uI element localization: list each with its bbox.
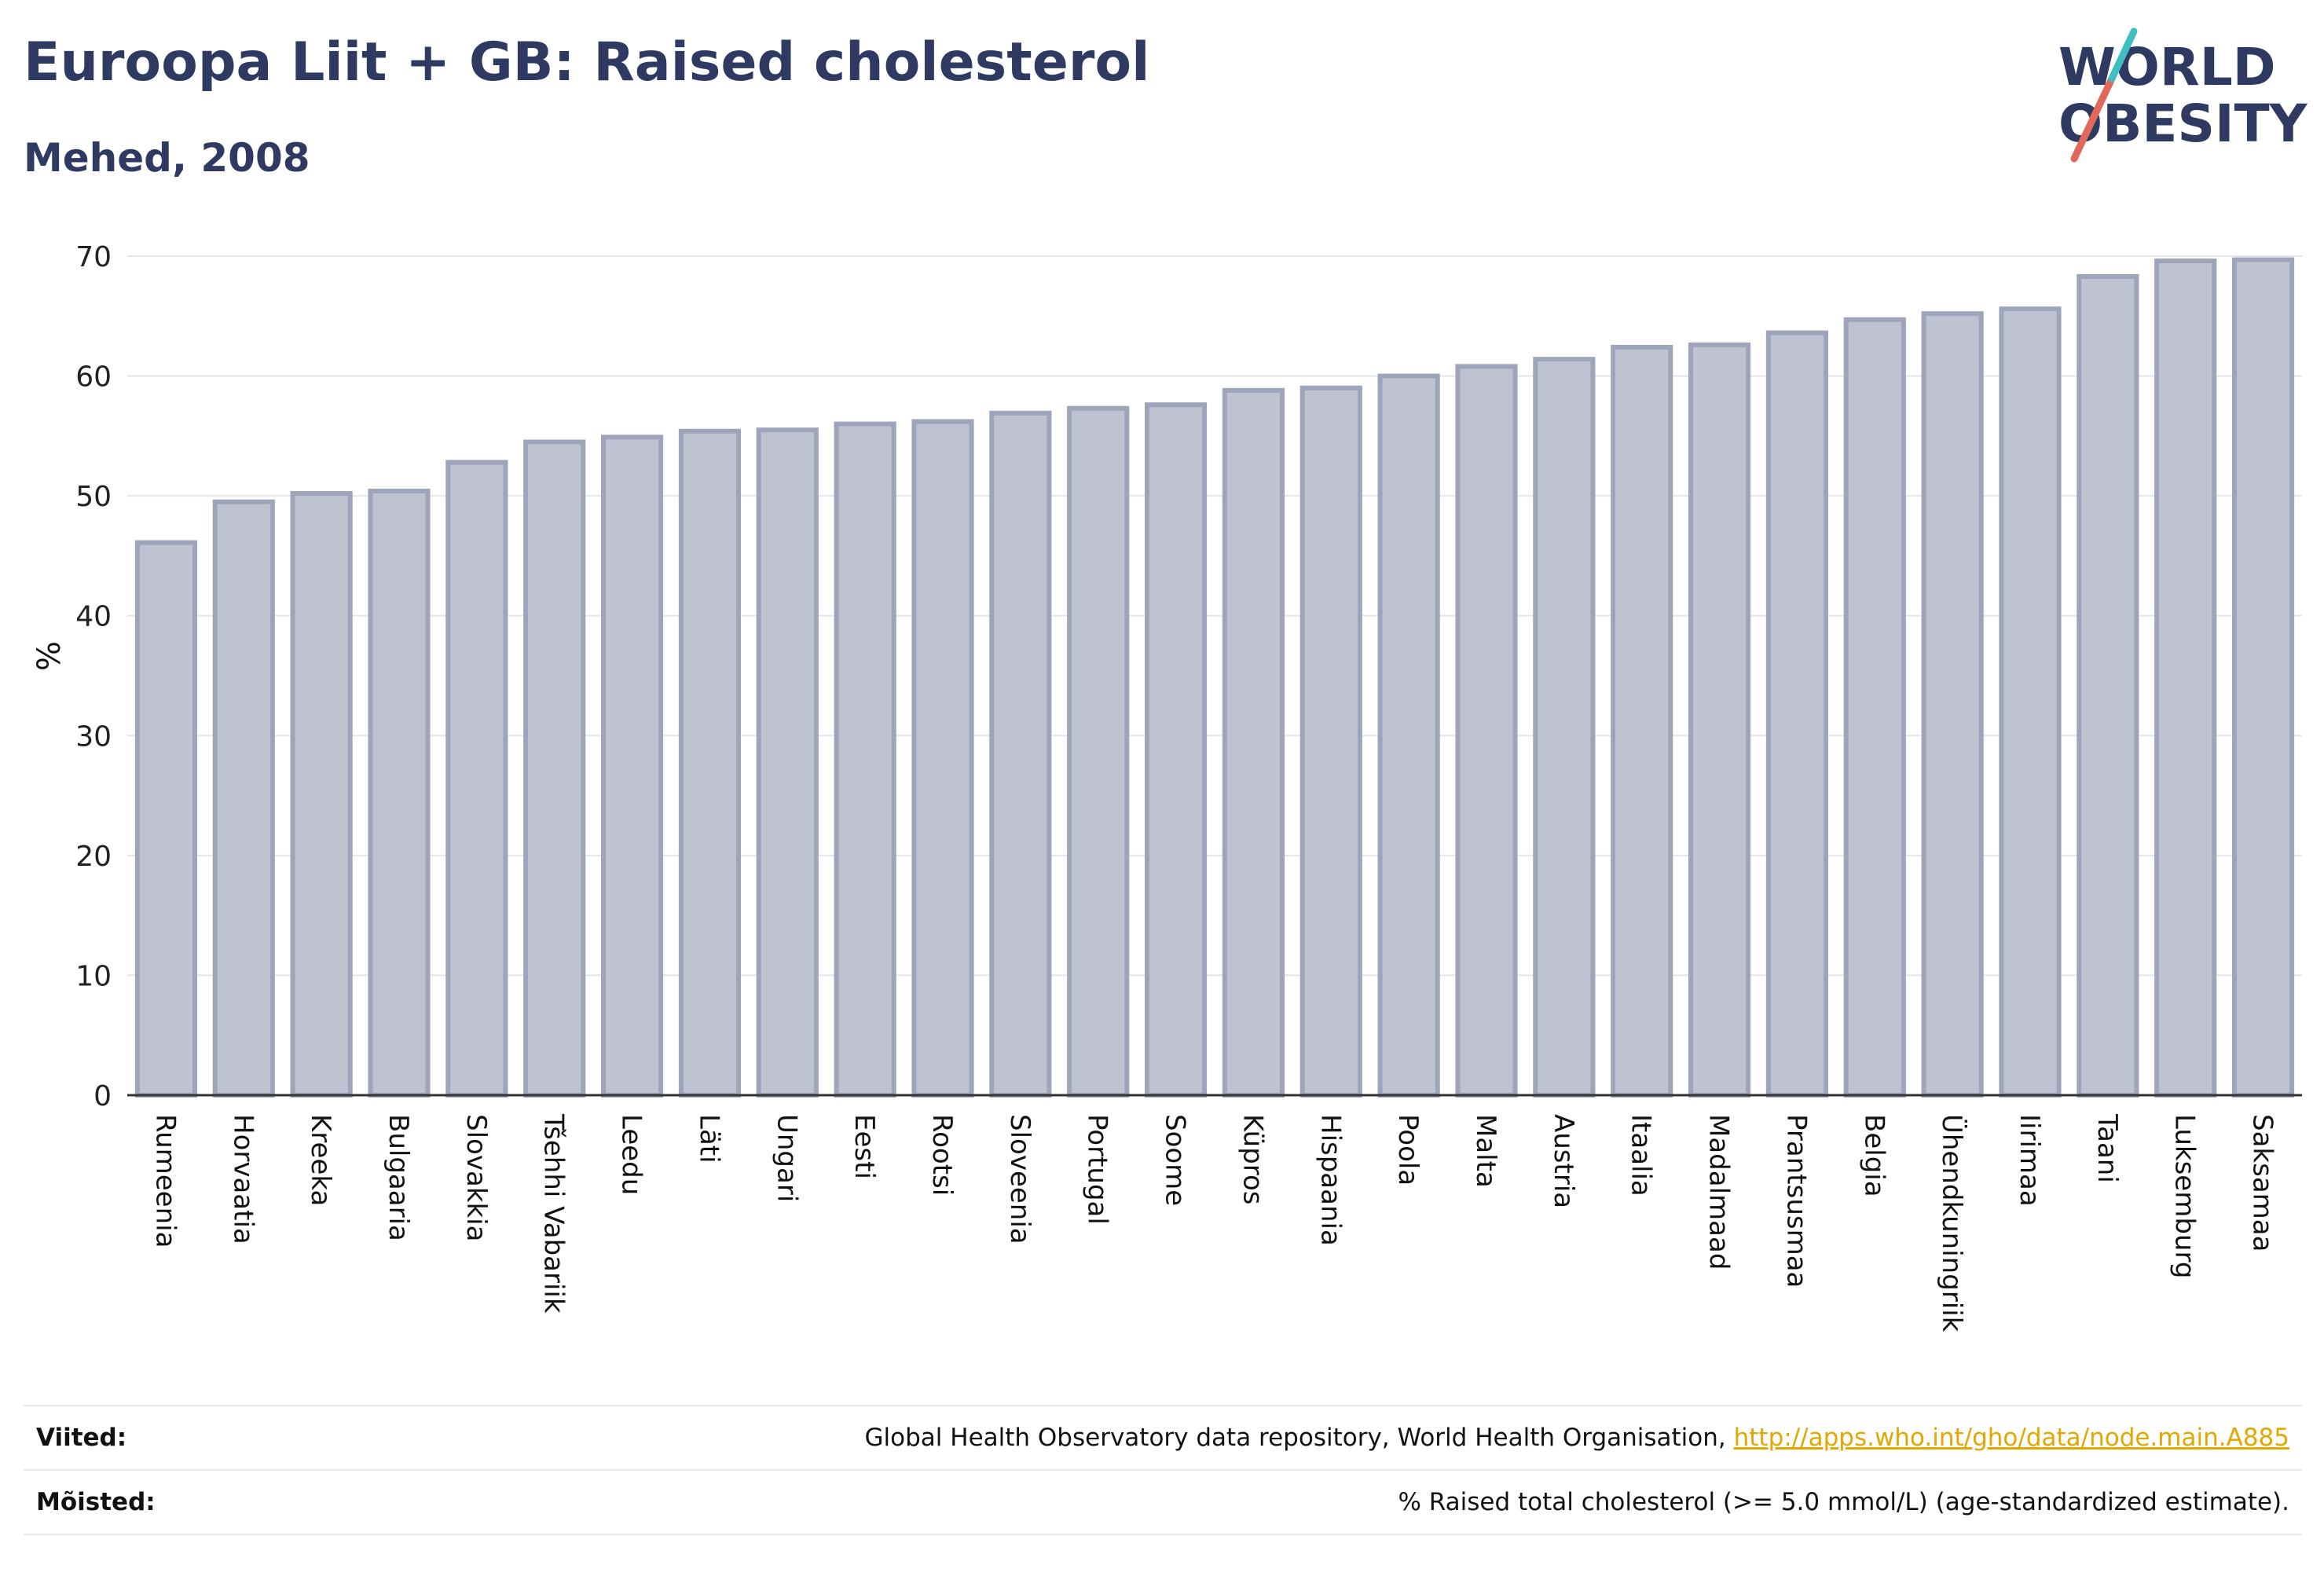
bars [134,257,2295,1098]
y-tick-label: 70 [75,241,112,273]
definitions-label: Mõisted: [36,1488,156,1516]
bar [1455,364,1518,1098]
x-tick-label: Bulgaaria [383,1114,414,1241]
x-tick-label: Hispaania [1314,1114,1346,1246]
x-tick-label: Itaalia [1626,1114,1657,1197]
bar [2154,258,2217,1098]
x-tick-label: Tšehhi Vabariik [538,1113,570,1314]
bar [1921,311,1984,1098]
bar [2077,273,2139,1098]
x-tick-label: Poola [1392,1114,1424,1186]
bar [1144,402,1208,1098]
bar [989,410,1052,1098]
bar [600,434,664,1098]
y-tick-label: 50 [75,481,112,513]
bar [678,428,742,1098]
bar [1843,317,1906,1098]
x-tick-label: Iirimaa [2014,1114,2045,1207]
x-tick-label: Ühendkuningriik [1936,1114,1968,1332]
bar [1688,342,1751,1098]
x-tick-label: Austria [1548,1114,1579,1208]
x-tick-label: Kreeka [305,1114,336,1206]
y-tick-label: 60 [75,361,112,394]
y-tick-label: 30 [75,720,112,753]
x-tick-label: Küpros [1237,1114,1268,1204]
y-tick-labels: 0 10 20 30 40 50 60 70 [75,241,112,1112]
definitions-value: % Raised total cholesterol (>= 5.0 mmol/… [1398,1488,2289,1516]
x-tick-label: Malta [1470,1114,1501,1188]
bar [756,427,819,1098]
bar [290,491,353,1098]
y-tick-label: 0 [93,1080,112,1112]
bar [1222,387,1285,1098]
y-tick-label: 10 [75,960,112,992]
x-tick-label: Rumeenia [149,1114,181,1248]
bar [1067,405,1130,1098]
bar-chart: 0 10 20 30 40 50 60 70 Rumeenia Horvaatia Kreeka B… [31,241,2302,1332]
x-tick-label: Slovakkia [460,1114,492,1241]
bar [1765,330,1829,1098]
x-tick-label: Leedu [616,1114,647,1195]
bar [2231,257,2295,1098]
bar [834,421,896,1098]
x-tick-label: Taani [2091,1113,2123,1183]
x-tick-label: Horvaatia [227,1114,258,1244]
bar [1533,357,1596,1098]
sources-value: Global Health Observatory data repositor… [865,1424,2289,1452]
y-tick-label: 40 [75,601,112,633]
world-obesity-logo: WORLD OBESITY [2058,27,2308,163]
x-tick-label: Eesti [849,1114,880,1179]
bar [1999,306,2062,1098]
definitions-row: Mõisted: % Raised total cholesterol (>= … [24,1469,2302,1535]
bar [911,419,974,1098]
sources-label: Viited: [36,1424,127,1452]
x-tick-label: Soome [1160,1114,1191,1206]
x-tick-label: Portugal [1082,1114,1113,1225]
sources-link[interactable]: http://apps.who.int/gho/data/node.main.A… [1733,1424,2289,1452]
x-tick-label: Belgia [1858,1114,1890,1197]
bar [1611,344,1673,1098]
x-tick-label: Luksemburg [2169,1114,2201,1278]
logo-line1: WORLD [2058,37,2276,97]
logo-slash-teal [2108,27,2138,82]
logo-slash-red [2070,75,2116,163]
x-tick-labels: Rumeenia Horvaatia Kreeka Bulgaaria Slovakki… [149,1113,2278,1332]
sources-text: Global Health Observatory data repositor… [864,1424,1734,1452]
chart-subtitle: Mehed, 2008 [24,135,310,181]
bar [134,540,198,1098]
x-tick-label: Saksamaa [2247,1114,2278,1252]
sources-row: Viited: Global Health Observatory data r… [24,1405,2302,1469]
x-tick-label: Sloveenia [1004,1114,1036,1244]
y-axis-label: % [31,641,68,671]
x-tick-label: Rootsi [926,1114,958,1196]
bar [368,489,431,1098]
chart-title: Euroopa Liit + GB: Raised cholesterol [24,31,1150,93]
bar [1377,373,1440,1098]
bar [445,460,508,1098]
x-tick-label: Prantsusmaa [1780,1114,1812,1288]
x-tick-label: Ungari [771,1114,802,1202]
x-tick-label: Läti [693,1114,724,1164]
bar [1299,385,1362,1098]
bar [212,499,275,1098]
x-tick-label: Madalmaad [1703,1114,1735,1270]
bar [523,439,586,1098]
y-tick-label: 20 [75,841,112,873]
